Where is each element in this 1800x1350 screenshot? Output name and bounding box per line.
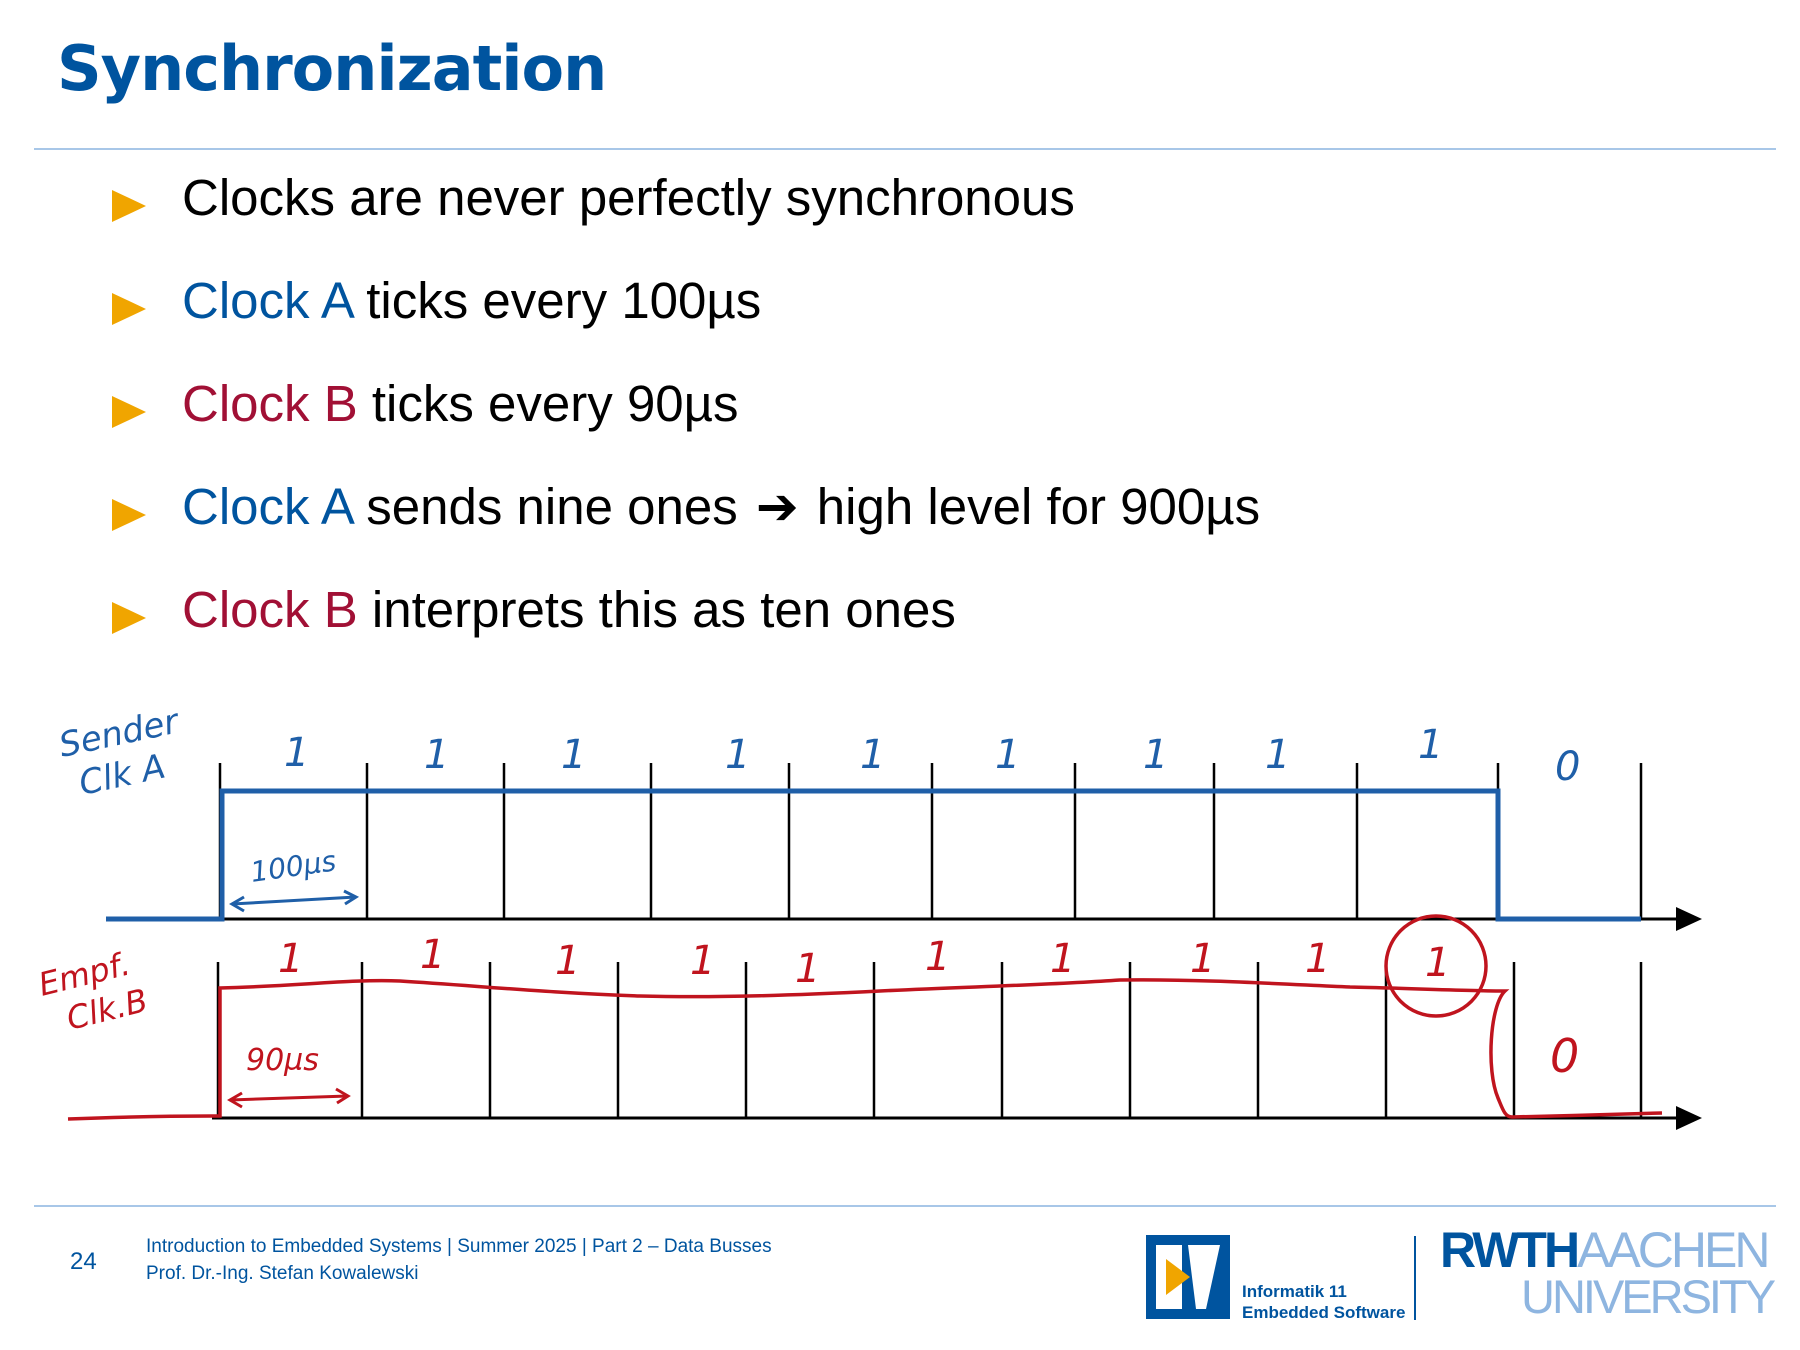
receiver-timeline <box>67 914 1702 1130</box>
sender-bit: 0 <box>1555 744 1580 790</box>
page-number: 24 <box>70 1248 97 1275</box>
rwth-logo-university: UNIVERSITY <box>1521 1270 1776 1323</box>
receiver-bit: 1 <box>1425 940 1450 986</box>
sender-clock-label: Sender Clk A <box>56 701 184 804</box>
rwth-logo: RWTHAACHEN <box>1440 1225 1770 1275</box>
bullet-item: Clock A ticks every 100µs <box>112 271 1712 374</box>
receiver-bit: 1 <box>278 936 303 982</box>
receiver-bit: 1 <box>555 938 580 984</box>
receiver-bit: 1 <box>1050 936 1075 982</box>
footer-divider <box>34 1205 1776 1207</box>
bullet-text: ticks every 90µs <box>357 375 739 432</box>
right-arrow-icon: ➔ <box>755 478 799 535</box>
extra-bit-highlight-circle <box>1384 914 1488 1018</box>
sender-bit: 1 <box>1265 732 1290 778</box>
bullet-triangle-icon <box>112 499 146 531</box>
sender-tick-lines <box>218 763 1643 919</box>
bullet-item: Clock A sends nine ones ➔ high level for… <box>112 477 1712 580</box>
receiver-period-label: 90µs <box>246 1043 319 1078</box>
receiver-axis-arrow-icon <box>1676 1106 1702 1130</box>
receiver-bit: 1 <box>1190 936 1215 982</box>
receiver-bit: 1 <box>925 934 950 980</box>
footer-author: Prof. Dr.-Ing. Stefan Kowalewski <box>146 1263 419 1284</box>
slide-title: Synchronization <box>57 32 607 105</box>
sender-bit: 1 <box>1418 722 1443 768</box>
sender-bit: 1 <box>1143 732 1168 778</box>
receiver-bit: 1 <box>420 932 445 978</box>
bullet-triangle-icon <box>112 293 146 325</box>
rwth-logo-part2: AACHEN <box>1577 1222 1770 1278</box>
bullet-text: high level for 900µs <box>802 478 1261 535</box>
receiver-period-arrow <box>227 1087 351 1109</box>
receiver-tick-lines <box>216 962 1643 1118</box>
sender-bit: 1 <box>424 732 449 778</box>
receiver-bit: 0 <box>1550 1029 1579 1083</box>
sender-bit: 1 <box>725 732 750 778</box>
bullet-highlight-clock-a: Clock A <box>182 478 353 535</box>
sender-period-arrow <box>229 889 360 913</box>
bullet-text: interprets this as ten ones <box>357 581 956 638</box>
receiver-bit: 1 <box>795 946 820 992</box>
sender-bit: 1 <box>284 730 309 776</box>
receiver-bit-labels: 1 1 1 1 1 1 1 1 1 1 0 <box>278 932 1579 1083</box>
title-divider <box>34 148 1776 150</box>
bullet-text: ticks every 100µs <box>352 272 762 329</box>
logo-separator <box>1414 1236 1416 1320</box>
bullet-text: sends nine ones <box>352 478 752 535</box>
receiver-bit: 1 <box>690 938 715 984</box>
sender-timeline <box>106 763 1702 931</box>
sender-period-label: 100µs <box>248 844 338 889</box>
rwth-logo-part1: RWTH <box>1440 1222 1580 1278</box>
bullet-highlight-clock-b: Clock B <box>182 375 358 432</box>
sender-bit: 1 <box>995 732 1020 778</box>
receiver-bit: 1 <box>1305 936 1330 982</box>
bullet-highlight-clock-b: Clock B <box>182 581 358 638</box>
receiver-clock-label: Empf. Clk.B <box>35 944 152 1037</box>
footer-course: Introduction to Embedded Systems | Summe… <box>146 1236 772 1257</box>
informatik-11-logo <box>1146 1235 1230 1319</box>
bullet-highlight-clock-a: Clock A <box>182 272 353 329</box>
bullet-item: Clock B interprets this as ten ones <box>112 580 1712 683</box>
sender-bit-labels: 1 1 1 1 1 1 1 1 1 0 <box>284 722 1580 790</box>
sender-axis-arrow-icon <box>1676 907 1702 931</box>
sender-bit: 1 <box>860 732 885 778</box>
bullet-triangle-icon <box>112 396 146 428</box>
bullet-triangle-icon <box>112 602 146 634</box>
bullet-list: Clocks are never perfectly synchronous C… <box>112 168 1712 683</box>
bullet-triangle-icon <box>112 190 146 222</box>
sender-bit: 1 <box>561 732 586 778</box>
bullet-item: Clock B ticks every 90µs <box>112 374 1712 477</box>
receiver-signal-line <box>67 978 1663 1121</box>
institute-logo-icon <box>1156 1245 1220 1309</box>
institute-group: Embedded Software <box>1242 1303 1406 1322</box>
bullet-item: Clocks are never perfectly synchronous <box>112 168 1712 271</box>
bullet-text: Clocks are never perfectly synchronous <box>182 169 1075 226</box>
institute-name: Informatik 11 <box>1242 1282 1347 1301</box>
sender-signal-line <box>106 788 1641 922</box>
